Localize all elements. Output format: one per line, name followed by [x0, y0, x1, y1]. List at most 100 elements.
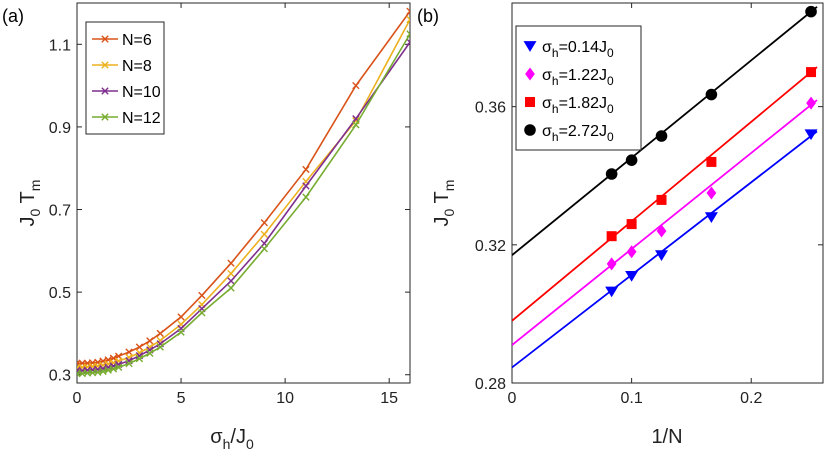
data-point-N=8	[227, 269, 235, 278]
data-point-N=12	[125, 359, 133, 368]
data-point-σ_h=1.82J_0	[806, 67, 817, 78]
data-point-σ_h=1.22J_0	[806, 96, 816, 110]
panel-a-axes-frame	[76, 2, 411, 384]
panel-b-xtick-label: 0.2	[740, 390, 762, 407]
data-point-σ_h=0.14J_0	[655, 250, 669, 262]
panel-b-ylabel: J0 Tm	[431, 180, 457, 227]
data-point-σ_h=1.22J_0	[626, 245, 637, 259]
panel-b-label: (b)	[417, 6, 439, 26]
data-point-N=12	[146, 349, 154, 357]
data-point-N=12	[302, 193, 310, 201]
fit-line-σ_h=1.82J_0	[512, 66, 818, 322]
panel-b: (b) 0 0.1 0.2 0.28 0.32 0.36 1/N J0 Tm σh=0.1…	[417, 2, 824, 448]
panel-a-xlabel: σh/J0	[210, 426, 254, 452]
panel-b-xtick-label: 0	[508, 390, 517, 407]
legend-entry-N=10: N=10	[92, 84, 161, 101]
data-point-N=12	[114, 363, 123, 371]
panel-a-xtick-label: 10	[276, 390, 294, 407]
panel-a-ytick-label: 0.3	[49, 368, 71, 385]
panel-b-ytick-label: 0.36	[475, 100, 506, 117]
data-point-σ_h=1.82J_0	[626, 219, 637, 230]
legend-label: σh=2.72J0​	[542, 123, 614, 144]
legend-marker	[101, 87, 109, 95]
legend-entry-N=12: N=12	[92, 110, 161, 127]
data-point-N=6	[177, 313, 185, 321]
panel-a-ytick-label: 0.5	[49, 285, 71, 302]
panel-a-xtick-label: 15	[380, 390, 398, 407]
panel-b-xlabel: 1/N	[651, 426, 682, 448]
data-point-σ_h=2.72J_0	[805, 5, 817, 18]
data-point-σ_h=2.72J_0	[655, 130, 668, 142]
panel-b-data	[512, 5, 818, 369]
legend-label: N=10	[122, 84, 161, 101]
data-point-σ_h=1.22J_0	[606, 257, 617, 271]
panel-a-legend: N=6 N=8 N=10 N=12	[85, 21, 165, 135]
data-point-N=12	[260, 245, 269, 253]
panel-a-ytick-label: 1.1	[49, 37, 71, 54]
legend-entry-σ_h=1.22J_0: σh=1.22J0​	[525, 67, 614, 88]
data-point-σ_h=0.14J_0	[704, 212, 718, 224]
data-point-N=12	[177, 328, 185, 336]
data-point-σ_h=2.72J_0	[625, 154, 638, 166]
panel-a-ytick-label: 0.9	[49, 120, 71, 137]
panel-a-legend-box	[85, 21, 165, 135]
data-point-σ_h=1.22J_0	[706, 186, 717, 200]
data-point-N=10	[302, 182, 310, 190]
data-point-N=6	[125, 348, 133, 356]
data-point-N=6	[352, 81, 360, 90]
legend-marker	[523, 41, 537, 52]
data-point-N=6	[198, 291, 206, 300]
legend-marker	[101, 61, 109, 69]
legend-marker	[524, 124, 536, 136]
panel-b-plot-area: 0 0.1 0.2 0.28 0.32 0.36	[475, 2, 824, 407]
legend-entry-σ_h=1.82J_0: σh=1.82J0​	[525, 95, 614, 116]
legend-entry-N=6: N=6	[92, 32, 152, 49]
legend-label: σh=1.82J0​	[542, 95, 614, 116]
panel-a-xtick-label: 5	[177, 390, 186, 407]
legend-label: σh=1.22J0​	[542, 67, 614, 88]
legend-entry-σ_h=0.14J_0: σh=0.14J0​	[523, 39, 614, 60]
panel-a-plot-area: 0 5 10 15 0.3 0.5 0.7 0.9 1.1	[49, 2, 411, 407]
legend-marker	[525, 97, 535, 107]
data-point-N=8	[260, 230, 269, 238]
panel-b-xtick-label: 0.1	[620, 390, 642, 407]
panel-a-data	[77, 7, 410, 378]
fit-line-σ_h=0.14J_0	[512, 130, 818, 369]
data-point-N=6	[406, 7, 410, 15]
legend-marker	[525, 67, 535, 81]
data-point-N=6	[260, 219, 269, 227]
panel-b-ytick-label: 0.32	[475, 238, 506, 255]
data-point-N=12	[104, 366, 112, 374]
data-point-N=12	[198, 309, 206, 317]
data-point-σ_h=1.82J_0	[606, 231, 617, 242]
data-point-N=6	[135, 343, 144, 351]
data-point-σ_h=1.82J_0	[706, 156, 717, 167]
panel-b-axes-frame	[511, 2, 824, 384]
data-point-σ_h=1.22J_0	[656, 224, 667, 238]
data-point-N=6	[227, 259, 235, 267]
data-point-N=12	[109, 365, 118, 373]
data-point-N=12	[352, 121, 360, 129]
panel-a-ylabel: J0 Tm	[17, 180, 43, 227]
legend-entry-N=8: N=8	[92, 58, 152, 75]
data-point-N=12	[135, 354, 144, 363]
data-point-σ_h=0.14J_0	[605, 286, 619, 298]
data-point-σ_h=0.14J_0	[804, 129, 818, 141]
panel-a-ytick-label: 0.7	[49, 203, 71, 220]
panel-a: (a) 0 5 10 15 0.3 0.5 0.7 0.9 1.1 σh/J0 J0 Tm N=…	[2, 2, 411, 452]
legend-entry-σ_h=2.72J_0: σh=2.72J0​	[524, 123, 614, 144]
panel-b-ytick-label: 0.28	[475, 376, 506, 393]
fit-line-σ_h=2.72J_0	[512, 6, 818, 256]
panel-a-label: (a)	[2, 6, 24, 26]
data-point-σ_h=1.82J_0	[656, 194, 667, 205]
legend-label: N=12	[122, 110, 161, 127]
data-point-σ_h=0.14J_0	[625, 271, 639, 282]
legend-marker	[101, 113, 109, 121]
data-point-N=6	[302, 165, 310, 174]
data-point-N=8	[406, 15, 410, 24]
data-point-N=10	[227, 277, 235, 285]
data-point-N=10	[406, 38, 410, 46]
data-point-N=12	[99, 367, 107, 376]
data-point-N=12	[156, 343, 164, 351]
